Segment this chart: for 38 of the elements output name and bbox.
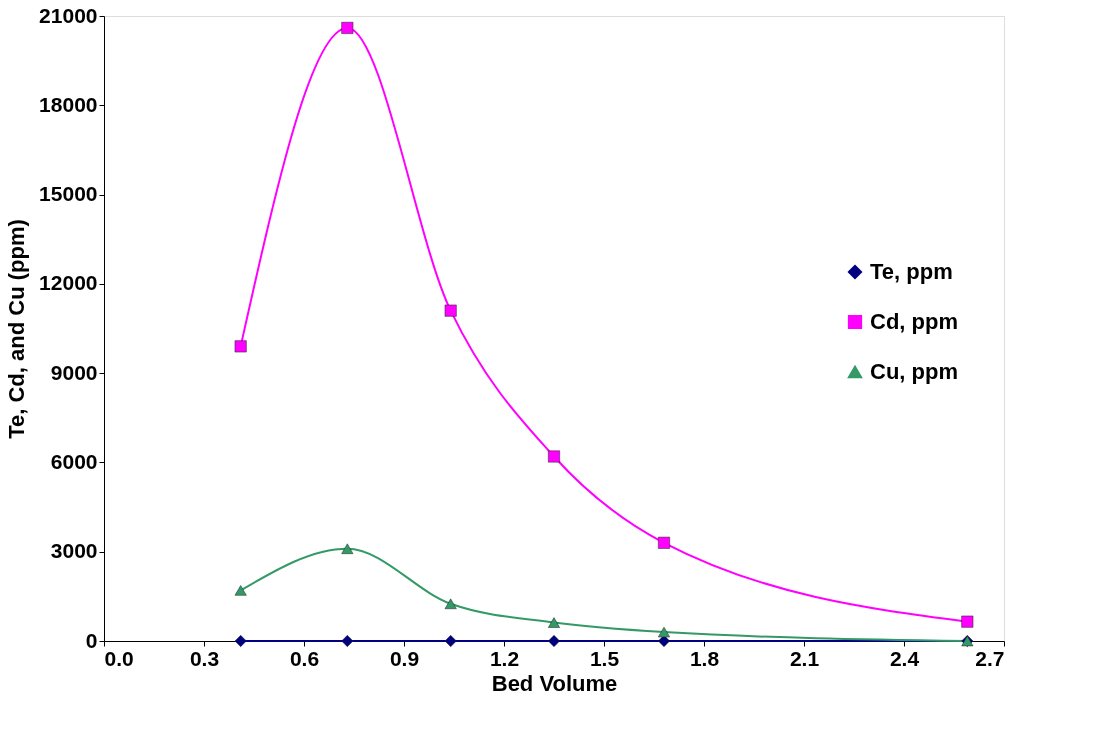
y-tick-label: 6000: [50, 449, 98, 473]
point: [341, 635, 354, 647]
point: [658, 626, 670, 638]
legend-label: Cd, ppm: [870, 309, 958, 334]
point: [961, 615, 974, 628]
legend-label: Cu, ppm: [870, 359, 958, 384]
y-tick-label: 12000: [39, 271, 98, 295]
x-tick-label: 1.2: [489, 646, 520, 670]
point: [341, 21, 354, 34]
point: [548, 450, 560, 463]
y-axis-title: Te, Cd, and Cu (ppm): [4, 219, 30, 439]
y-tick-label: 0: [85, 628, 98, 652]
x-tick-label: 2.7: [975, 646, 1005, 670]
x-tick-label: 0.9: [389, 646, 420, 670]
x-tick-label: 0.6: [289, 646, 320, 670]
x-tick-label: 2.1: [789, 646, 820, 670]
legend-label: Te, ppm: [870, 259, 953, 284]
point: [234, 585, 247, 596]
point: [234, 635, 247, 647]
point: [548, 617, 560, 628]
x-axis-title: Bed Volume: [491, 670, 618, 696]
point: [444, 598, 457, 609]
point: [444, 635, 457, 647]
y-tick-label: 15000: [39, 182, 98, 206]
x-tick-label: 0.0: [104, 646, 134, 670]
y-tick-label: 21000: [39, 3, 98, 27]
y-tick-label: 18000: [39, 92, 98, 116]
x-tick-label: 0.3: [189, 646, 220, 670]
point: [548, 635, 560, 647]
x-tick-label: 2.4: [889, 646, 920, 670]
point: [341, 543, 354, 554]
y-tick-label: 3000: [50, 539, 98, 563]
point: [444, 304, 457, 317]
point: [658, 536, 670, 549]
y-tick-label: 9000: [50, 360, 98, 384]
x-tick-label: 1.8: [689, 646, 720, 670]
point: [234, 340, 247, 353]
x-tick-label: 1.5: [589, 646, 620, 670]
